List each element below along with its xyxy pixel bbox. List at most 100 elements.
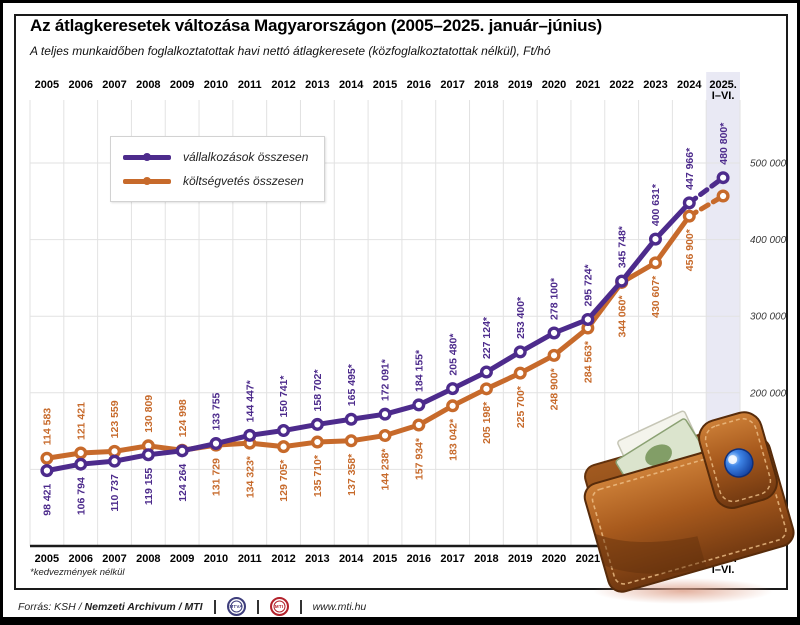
svg-text:2009: 2009 (170, 79, 194, 91)
svg-text:2006: 2006 (68, 79, 92, 91)
svg-text:2014: 2014 (339, 553, 364, 565)
wallet-illustration (583, 410, 795, 604)
svg-text:2011: 2011 (238, 553, 262, 565)
svg-text:447 966*: 447 966* (684, 147, 696, 190)
svg-text:500 000: 500 000 (750, 159, 787, 170)
legend-label: vállalkozások összesen (183, 150, 309, 164)
chart-legend: vállalkozások összesen költségvetés össz… (110, 136, 326, 202)
svg-text:184 155*: 184 155* (413, 349, 425, 392)
legend-label: költségvetés összesen (183, 174, 304, 188)
svg-text:158 702*: 158 702* (312, 368, 324, 411)
svg-text:2013: 2013 (305, 79, 329, 91)
svg-text:98 421: 98 421 (42, 483, 54, 515)
svg-text:227 124*: 227 124* (481, 316, 493, 359)
svg-text:2010: 2010 (204, 553, 228, 565)
svg-text:2024: 2024 (677, 79, 702, 91)
source-agency: / MTI (175, 600, 203, 613)
svg-text:400 000: 400 000 (750, 235, 787, 246)
series-line (40, 189, 730, 465)
mti-logo-icon: MTI (269, 597, 289, 616)
svg-text:130 809: 130 809 (143, 395, 155, 433)
wallet-fold-shading (594, 533, 707, 574)
year-labels-top: 2005 2006 2007 2008 2009 2010 2011 2012 2013 2014… (35, 79, 737, 102)
series-data-labels: 114 583 121 421 123 559 130 809 124 998 131 7… (42, 228, 696, 501)
legend-item-vallalkozasok: vállalkozások összesen (123, 145, 308, 169)
svg-text:114 583: 114 583 (42, 408, 54, 446)
svg-text:123 559: 123 559 (109, 400, 121, 438)
svg-text:300 000: 300 000 (750, 312, 787, 323)
svg-text:430 607*: 430 607* (650, 275, 662, 318)
svg-text:135 710*: 135 710* (312, 454, 324, 497)
svg-text:2007: 2007 (102, 553, 126, 565)
svg-text:129 705*: 129 705* (278, 459, 290, 502)
svg-text:172 091*: 172 091* (380, 358, 392, 401)
svg-text:225 700*: 225 700* (515, 385, 527, 428)
mtva-logo-text: MTVA (229, 604, 243, 609)
svg-text:2012: 2012 (271, 79, 295, 91)
svg-text:144 447*: 144 447* (244, 379, 256, 422)
svg-text:2019: 2019 (508, 553, 532, 565)
svg-text:2010: 2010 (204, 79, 228, 91)
legend-item-koltsegvetes: költségvetés összesen (123, 169, 308, 193)
mti-logo-text: MTI (274, 604, 284, 609)
svg-text:124 264: 124 264 (177, 464, 189, 502)
svg-text:205 480*: 205 480* (447, 333, 459, 376)
svg-text:2022: 2022 (609, 79, 633, 91)
svg-text:165 495*: 165 495* (346, 363, 358, 406)
svg-text:253 400*: 253 400* (515, 296, 527, 339)
divider (213, 599, 216, 614)
svg-text:2015: 2015 (373, 79, 397, 91)
svg-text:344 060*: 344 060* (616, 295, 628, 338)
svg-text:2008: 2008 (136, 553, 160, 565)
svg-text:2016: 2016 (407, 79, 431, 91)
svg-text:2020: 2020 (542, 553, 566, 565)
footer-bar: Forrás: KSH / Nemzeti Archivum / MTI MTV… (14, 595, 788, 617)
svg-text:2011: 2011 (238, 79, 262, 91)
series-data-labels: 98 421 106 794 110 737 119 155 124 264 133 75… (42, 122, 730, 516)
svg-text:121 421: 121 421 (75, 402, 87, 440)
svg-text:2018: 2018 (474, 553, 498, 565)
wallet-button-highlight (728, 455, 738, 465)
svg-text:480 800*: 480 800* (718, 122, 730, 165)
svg-text:124 998: 124 998 (177, 399, 189, 437)
svg-text:144 238*: 144 238* (380, 448, 392, 491)
svg-text:2017: 2017 (440, 79, 464, 91)
svg-text:205 198*: 205 198* (481, 401, 493, 444)
source-archive: Nemzeti Archivum (84, 600, 176, 613)
wallet-flap-stitching (704, 418, 772, 503)
svg-text:295 724*: 295 724* (583, 264, 595, 307)
svg-text:2009: 2009 (170, 553, 194, 565)
series-line (40, 171, 730, 478)
svg-text:150 741*: 150 741* (278, 375, 290, 418)
svg-text:2020: 2020 (542, 79, 566, 91)
svg-text:2005: 2005 (35, 553, 59, 565)
website-link[interactable]: www.mti.hu (312, 600, 367, 613)
ring-marker-icon (143, 177, 151, 185)
svg-text:2021: 2021 (576, 79, 600, 91)
source-credit: Forrás: KSH / Nemzeti Archivum / MTI (18, 601, 203, 613)
chart-footnote: *kedvezmények nélkül (30, 567, 125, 578)
svg-text:131 729: 131 729 (211, 458, 223, 496)
svg-text:137 358*: 137 358* (346, 453, 358, 496)
svg-text:2006: 2006 (68, 553, 92, 565)
svg-text:2007: 2007 (102, 79, 126, 91)
svg-text:2016: 2016 (407, 553, 431, 565)
divider (256, 599, 259, 614)
svg-text:284 563*: 284 563* (583, 340, 595, 383)
svg-text:133 755: 133 755 (211, 392, 223, 430)
legend-marker-koltsegvetes-icon (123, 177, 171, 185)
svg-text:248 900*: 248 900* (549, 367, 561, 410)
source-prefix: Forrás: KSH / (18, 600, 85, 613)
svg-text:2015: 2015 (373, 553, 397, 565)
ring-marker-icon (143, 153, 151, 161)
chart-subtitle: A teljes munkaidőben foglalkoztatottak h… (30, 44, 551, 58)
svg-text:134 323*: 134 323* (244, 455, 256, 498)
svg-text:2008: 2008 (136, 79, 160, 91)
svg-text:2017: 2017 (440, 553, 464, 565)
svg-text:106 794: 106 794 (75, 477, 87, 515)
divider (299, 599, 302, 614)
svg-text:200 000: 200 000 (749, 388, 787, 399)
legend-marker-vallalkozasok-icon (123, 153, 171, 161)
svg-text:119 155: 119 155 (143, 468, 155, 506)
